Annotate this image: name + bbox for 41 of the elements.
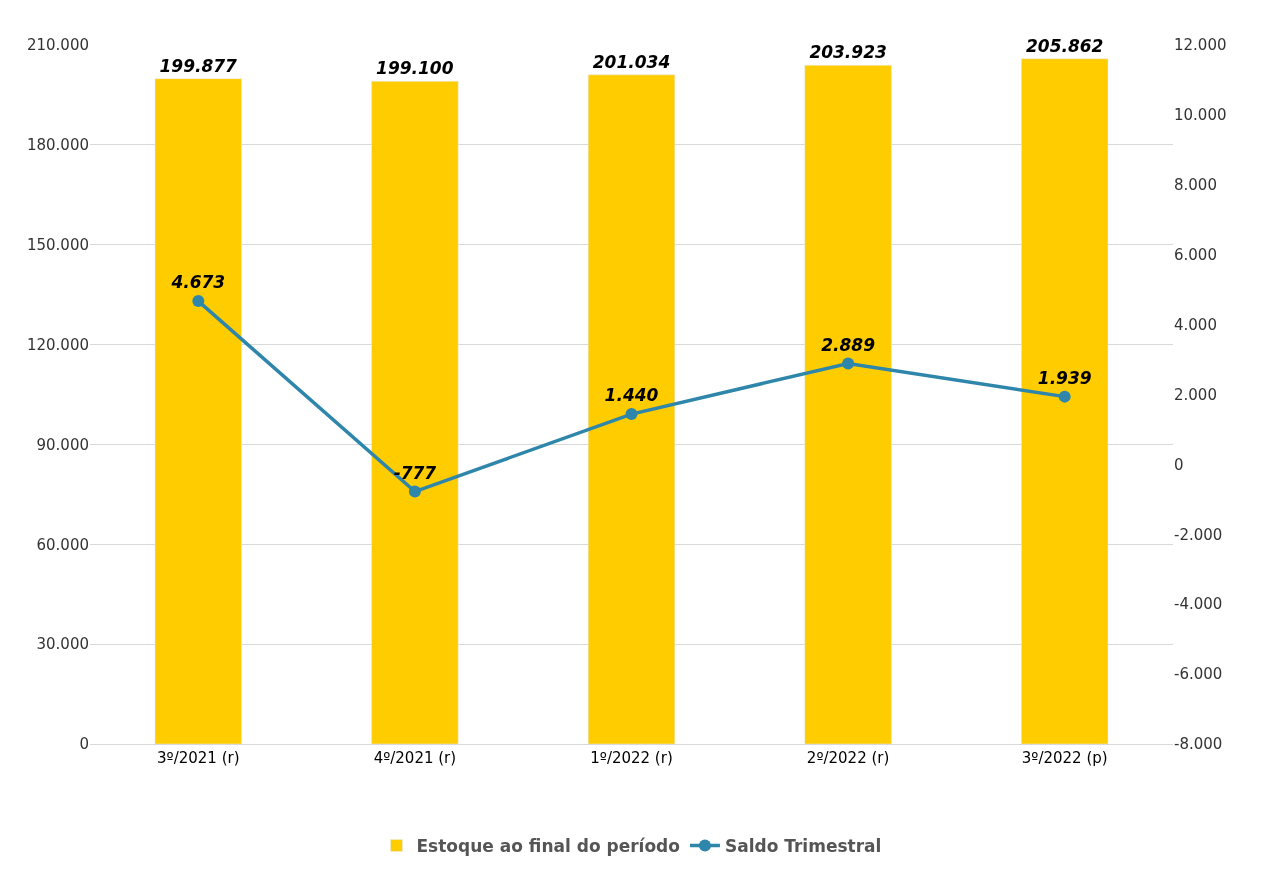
data-label: 199.877 xyxy=(159,55,238,76)
x-tick-label: 2º/2022 (r) xyxy=(806,749,890,767)
x-tick-label: 4º/2021 (r) xyxy=(373,749,457,767)
y2-tick-label: 6.000 xyxy=(1174,245,1217,264)
data-label: 205.862 xyxy=(1025,35,1104,56)
legend-label: Estoque ao final do período xyxy=(416,836,680,857)
y-tick-label: 120.000 xyxy=(26,335,89,354)
y-tick-label: 0 xyxy=(79,735,89,754)
y2-tick-label: -2.000 xyxy=(1174,525,1223,544)
y-tick-label: 150.000 xyxy=(26,235,89,254)
y2-tick-label: -6.000 xyxy=(1174,665,1223,684)
y2-tick-label: 0 xyxy=(1174,455,1184,474)
data-label: 199.100 xyxy=(376,58,454,79)
data-label: 203.923 xyxy=(809,42,887,63)
point xyxy=(408,485,421,498)
data-label: 201.034 xyxy=(592,51,671,72)
data-label: 2.889 xyxy=(821,334,876,355)
y-tick-label: 210.000 xyxy=(26,36,89,55)
y2-tick-label: -8.000 xyxy=(1174,735,1223,754)
y2-tick-label: 12.000 xyxy=(1174,36,1227,55)
y-tick-label: 90.000 xyxy=(36,435,89,454)
x-tick-label: 1º/2022 (r) xyxy=(590,749,673,767)
point xyxy=(842,357,855,370)
data-label: 1.939 xyxy=(1037,367,1092,388)
point xyxy=(1058,390,1071,403)
data-label: 1.440 xyxy=(604,385,659,406)
legend-label: Saldo Trimestral xyxy=(724,836,882,857)
y2-tick-label: 2.000 xyxy=(1174,385,1217,404)
data-label: -777 xyxy=(393,462,437,483)
y2-tick-label: 4.000 xyxy=(1174,315,1217,334)
y2-tick-label: 10.000 xyxy=(1174,106,1227,125)
point xyxy=(625,408,638,421)
data-label: 4.673 xyxy=(170,272,226,293)
y-tick-label: 30.000 xyxy=(36,635,89,654)
y2-tick-label: 8.000 xyxy=(1174,176,1217,195)
y2-tick-label: -4.000 xyxy=(1174,595,1223,614)
x-tick-label: 3º/2022 (p) xyxy=(1021,749,1108,767)
y-tick-label: 180.000 xyxy=(26,136,89,155)
y-tick-label: 60.000 xyxy=(36,535,89,554)
point xyxy=(192,295,205,308)
x-tick-label: 3º/2021 (r) xyxy=(157,749,240,767)
